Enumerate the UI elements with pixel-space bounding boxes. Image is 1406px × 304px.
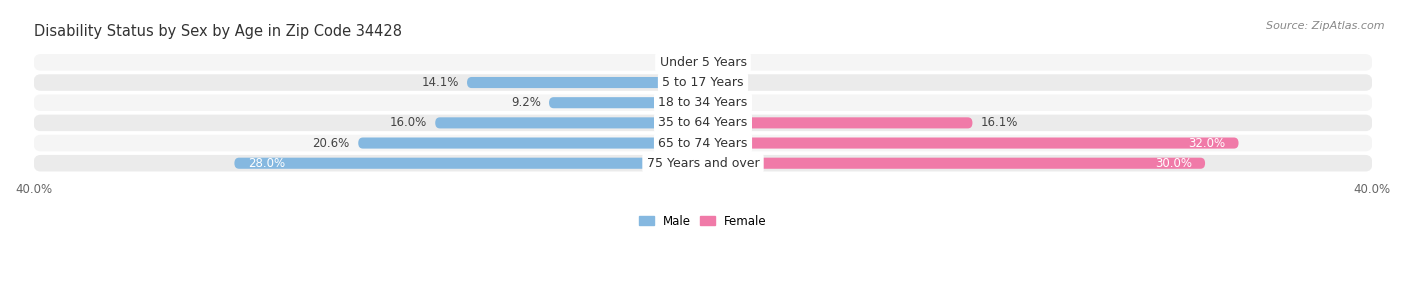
Text: 16.1%: 16.1% — [981, 116, 1018, 130]
Text: 30.0%: 30.0% — [1154, 157, 1192, 170]
FancyBboxPatch shape — [467, 77, 703, 88]
Text: 0.0%: 0.0% — [665, 56, 695, 69]
FancyBboxPatch shape — [235, 158, 703, 169]
Text: 18 to 34 Years: 18 to 34 Years — [658, 96, 748, 109]
Text: 32.0%: 32.0% — [1188, 136, 1225, 150]
FancyBboxPatch shape — [34, 115, 1372, 131]
FancyBboxPatch shape — [548, 97, 703, 108]
Text: 20.6%: 20.6% — [312, 136, 350, 150]
FancyBboxPatch shape — [34, 74, 1372, 91]
Text: 5 to 17 Years: 5 to 17 Years — [662, 76, 744, 89]
Text: Disability Status by Sex by Age in Zip Code 34428: Disability Status by Sex by Age in Zip C… — [34, 24, 402, 39]
FancyBboxPatch shape — [34, 54, 1372, 71]
Text: Under 5 Years: Under 5 Years — [659, 56, 747, 69]
FancyBboxPatch shape — [436, 117, 703, 128]
Text: 28.0%: 28.0% — [247, 157, 285, 170]
Text: 75 Years and over: 75 Years and over — [647, 157, 759, 170]
FancyBboxPatch shape — [703, 97, 738, 108]
Text: 14.1%: 14.1% — [422, 76, 458, 89]
Legend: Male, Female: Male, Female — [640, 215, 766, 227]
FancyBboxPatch shape — [34, 155, 1372, 171]
Text: Source: ZipAtlas.com: Source: ZipAtlas.com — [1267, 21, 1385, 31]
Text: 9.2%: 9.2% — [510, 96, 541, 109]
Text: 65 to 74 Years: 65 to 74 Years — [658, 136, 748, 150]
FancyBboxPatch shape — [34, 95, 1372, 111]
Text: 35 to 64 Years: 35 to 64 Years — [658, 116, 748, 130]
FancyBboxPatch shape — [34, 135, 1372, 151]
FancyBboxPatch shape — [703, 158, 1205, 169]
FancyBboxPatch shape — [359, 137, 703, 149]
FancyBboxPatch shape — [703, 117, 973, 128]
Text: 0.0%: 0.0% — [711, 56, 741, 69]
Text: 0.0%: 0.0% — [711, 76, 741, 89]
Text: 16.0%: 16.0% — [389, 116, 427, 130]
FancyBboxPatch shape — [703, 137, 1239, 149]
Text: 2.1%: 2.1% — [711, 96, 741, 109]
